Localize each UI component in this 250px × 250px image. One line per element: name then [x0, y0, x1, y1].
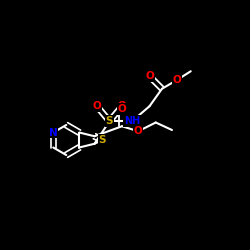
Text: O: O: [92, 101, 101, 111]
Text: NH: NH: [124, 116, 140, 126]
Text: O: O: [118, 101, 126, 111]
Text: O: O: [172, 75, 181, 85]
Text: N: N: [49, 128, 58, 138]
Text: S: S: [98, 135, 106, 145]
Text: O: O: [118, 104, 126, 114]
Text: S: S: [106, 116, 113, 126]
Text: O: O: [134, 126, 142, 136]
Text: O: O: [145, 71, 154, 81]
